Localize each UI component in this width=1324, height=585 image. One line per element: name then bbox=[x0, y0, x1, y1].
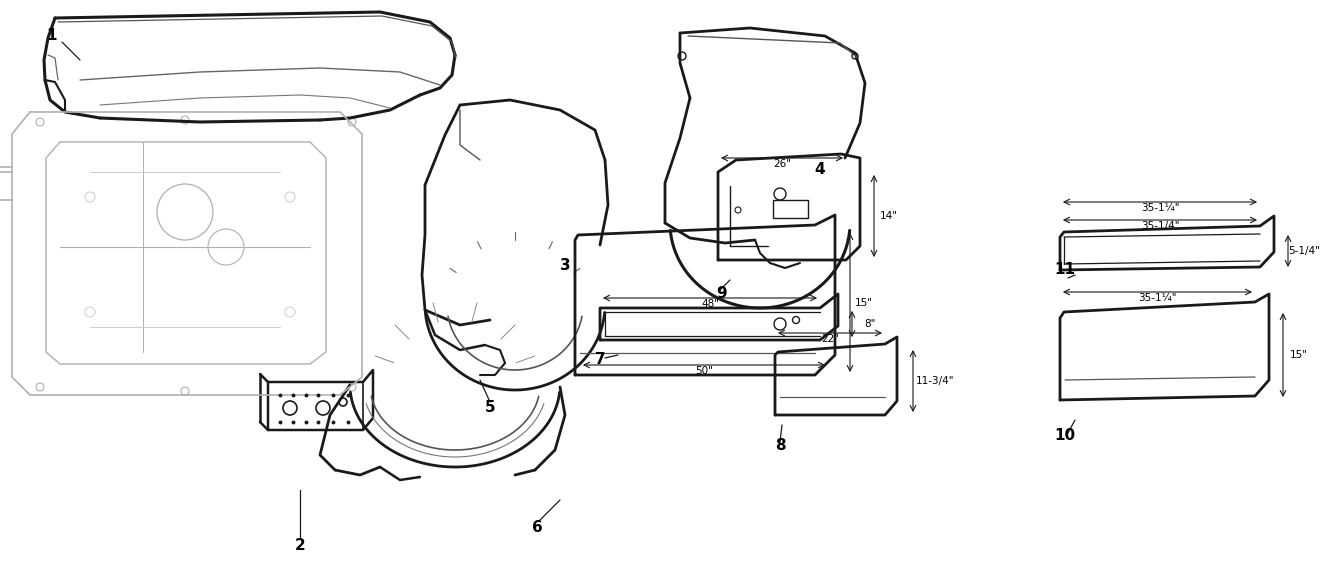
Text: 5: 5 bbox=[485, 401, 495, 415]
Text: 11: 11 bbox=[1054, 263, 1075, 277]
Text: 11-3/4": 11-3/4" bbox=[916, 376, 955, 386]
Text: 35-1¼": 35-1¼" bbox=[1139, 293, 1177, 303]
Text: 4: 4 bbox=[814, 163, 825, 177]
Text: 35-1¼": 35-1¼" bbox=[1141, 203, 1180, 213]
Text: 35-1/4": 35-1/4" bbox=[1141, 221, 1180, 231]
Text: 2: 2 bbox=[295, 538, 306, 552]
Text: 8": 8" bbox=[865, 319, 875, 329]
Text: 1: 1 bbox=[46, 27, 57, 43]
Text: 15": 15" bbox=[1290, 350, 1308, 360]
Text: 14": 14" bbox=[880, 211, 898, 221]
Text: 9: 9 bbox=[716, 285, 727, 301]
Text: 48": 48" bbox=[700, 299, 719, 309]
Text: 22": 22" bbox=[821, 334, 839, 344]
Bar bbox=[773, 200, 808, 218]
Text: 50": 50" bbox=[695, 366, 712, 376]
Text: 5-1/4": 5-1/4" bbox=[1288, 246, 1320, 256]
Text: 3: 3 bbox=[560, 257, 571, 273]
Text: 6: 6 bbox=[532, 521, 543, 535]
Text: 15": 15" bbox=[855, 298, 873, 308]
Text: 7: 7 bbox=[594, 353, 605, 367]
Text: 10: 10 bbox=[1054, 428, 1075, 442]
Text: 8: 8 bbox=[775, 438, 785, 453]
Text: 26": 26" bbox=[773, 159, 790, 169]
